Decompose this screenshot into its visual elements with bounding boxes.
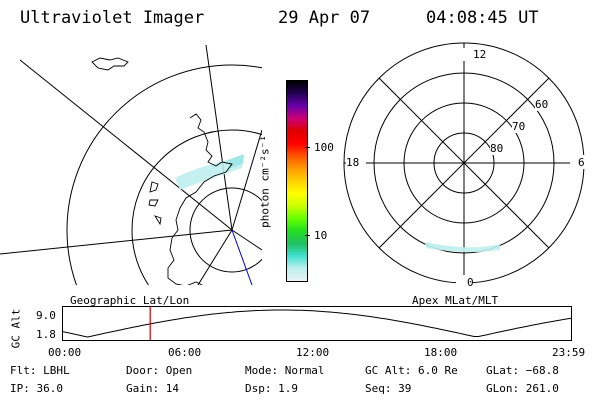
- time-tick-1200: 12:00: [296, 346, 330, 359]
- mode-info: Mode: Normal: [245, 364, 325, 377]
- colorbar-unit-label: photon cm⁻²s⁻¹: [258, 135, 272, 228]
- gc-alt-info: GC Alt: 6.0 Re: [365, 364, 458, 377]
- time-label: 04:08:45 UT: [426, 8, 539, 28]
- colorbar-tick-10: 10: [314, 229, 328, 242]
- date-label: 29 Apr 07: [278, 8, 371, 28]
- lat-label-80: 80: [490, 142, 504, 155]
- mlt-label-18: 18: [346, 156, 360, 169]
- ip-info: IP: 36.0: [10, 382, 63, 395]
- lat-label-60: 60: [535, 98, 549, 111]
- time-tick-1800: 18:00: [424, 346, 458, 359]
- dsp-info: Dsp: 1.9: [245, 382, 298, 395]
- time-tick-0600: 06:00: [168, 346, 202, 359]
- polar-plot: [343, 42, 586, 288]
- seq-info: Seq: 39: [365, 382, 412, 395]
- door-info: Door: Open: [126, 364, 193, 377]
- polar-aurora-emission: [425, 242, 500, 253]
- time-tick-0000: 00:00: [48, 346, 82, 359]
- time-tick-2359: 23:59: [552, 346, 586, 359]
- mlt-label-0: 0: [467, 276, 474, 289]
- altitude-tick-high: 9.0: [36, 309, 56, 322]
- altitude-curve: [62, 309, 572, 338]
- mlt-label-12: 12: [473, 48, 487, 61]
- colorbar-tick-100: 100: [314, 141, 334, 154]
- glon-info: GLon: 261.0: [486, 382, 559, 395]
- mlt-label-6: 6: [578, 156, 585, 169]
- colorbar-tickmark: [305, 235, 310, 236]
- glat-info: GLat: −68.8: [486, 364, 559, 377]
- instrument-title: Ultraviolet Imager: [20, 8, 205, 28]
- gain-info: Gain: 14: [126, 382, 179, 395]
- lat-label-70: 70: [512, 120, 526, 133]
- altitude-plot: [62, 306, 572, 341]
- geographic-map: [0, 44, 262, 285]
- filter-info: Flt: LBHL: [10, 364, 70, 377]
- altitude-axis-label: GC Alt: [9, 308, 23, 349]
- geo-map-label: Geographic Lat/Lon: [70, 294, 190, 307]
- altitude-tick-low: 1.8: [36, 328, 56, 341]
- colorbar-tickmark: [305, 147, 310, 148]
- sat-track-line: [231, 229, 253, 285]
- colorbar: [286, 80, 308, 282]
- polar-plot-label: Apex MLat/MLT: [412, 294, 499, 307]
